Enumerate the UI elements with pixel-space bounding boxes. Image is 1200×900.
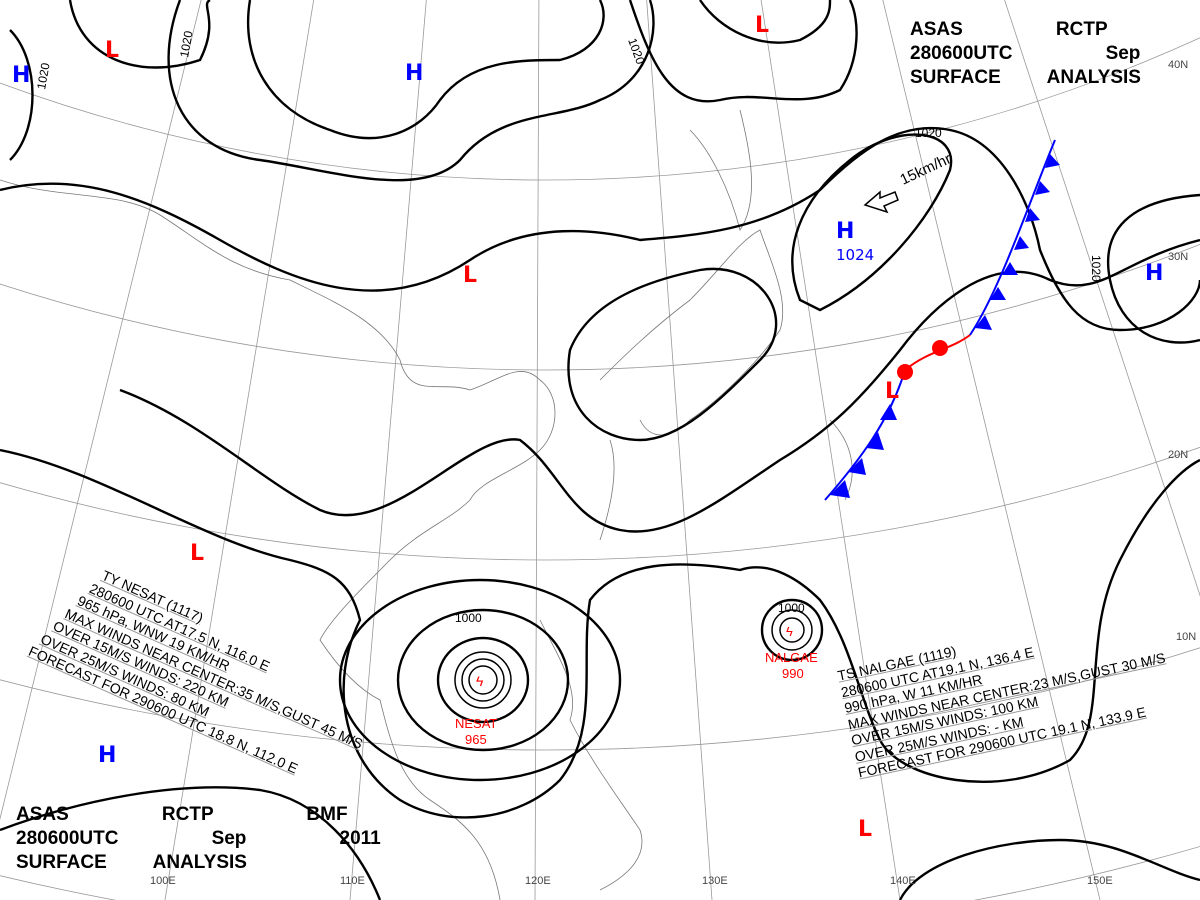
high-center: H (405, 61, 423, 86)
isobar (898, 838, 1200, 900)
longitude-line (1004, 0, 1200, 597)
typhoon-pressure: 965 (465, 732, 487, 747)
header-line: ASAS RCTP BMF (910, 19, 1108, 40)
inner-isobars (454, 609, 813, 709)
sakhalin-coastline (689, 109, 752, 231)
isobar-label: 1020 (915, 126, 942, 140)
isobar (760, 598, 824, 662)
isobar (699, 0, 832, 44)
isobar (167, 0, 655, 182)
lon-label: 120E (525, 875, 551, 887)
header-line: 280600UTC Sep 2011 (910, 43, 1141, 64)
isobar (246, 0, 605, 140)
low-center: L (463, 263, 477, 288)
isobar (9, 29, 34, 161)
isobar (628, 0, 858, 103)
low-center: L (858, 817, 872, 842)
philippines-coastline (539, 619, 643, 891)
grid-labels: 100E 110E 120E 130E 140E 150E 10N 20N 30… (150, 59, 1196, 887)
lon-label: 110E (340, 875, 365, 887)
isobar-label: 1020 (1089, 255, 1103, 282)
high-center: H (836, 219, 854, 244)
arrow-icon (863, 190, 899, 214)
lon-label: 150E (1087, 875, 1113, 887)
header-line: SURFACE ANALYSIS (910, 67, 1141, 88)
motion-arrow: 15km/hr (863, 150, 954, 214)
isobar (567, 267, 778, 442)
footer-line: SURFACE ANALYSIS (16, 852, 247, 873)
lon-label: 140E (890, 875, 916, 887)
isobar (68, 0, 211, 69)
isobar (338, 578, 622, 782)
isobar (1107, 193, 1200, 344)
isobar-label: 1000 (455, 611, 482, 625)
low-center: L (190, 541, 204, 566)
footer-line: 280600UTC Sep 2011 (16, 828, 381, 849)
lat-label: 30N (1168, 251, 1188, 263)
lat-label: 10N (1176, 631, 1196, 643)
cold-front (824, 369, 906, 501)
storm-pressure: 990 (782, 666, 804, 681)
low-center: L (755, 13, 769, 38)
storm-name: NALGAE (765, 650, 818, 665)
isobar (0, 448, 1200, 819)
longitude-line (164, 0, 315, 900)
footer-title: ASAS RCTP BMF 280600UTC Sep 2011 SURFACE A… (16, 803, 381, 875)
taiwan-coastline (599, 439, 615, 541)
coastlines (0, 109, 853, 900)
longitude-line (882, 0, 1101, 900)
pressure-centers: H L H L H 1024 H L L H L L (12, 13, 1163, 842)
isobar (119, 238, 1200, 533)
typhoon-icon: ϟ (476, 673, 484, 689)
high-center: H (12, 63, 30, 88)
longitude-line (760, 0, 901, 900)
korea-japan-coastline (599, 229, 784, 436)
fronts (824, 139, 1060, 501)
isobar (0, 126, 1200, 332)
typhoon-markers: ϟ NESAT 965 ϟ NALGAE 990 (455, 624, 818, 747)
header-title: ASAS RCTP BMF 280600UTC Sep 2011 SURFACE A… (910, 18, 1200, 90)
cold-front (969, 139, 1056, 336)
islands-coastline (829, 419, 853, 501)
isobar (436, 636, 530, 724)
longitude-line (349, 0, 427, 900)
isobar-label: 1020 (177, 29, 195, 58)
typhoon-name: NESAT (455, 716, 497, 731)
low-center: L (105, 38, 119, 63)
isobar (0, 786, 382, 900)
longitude-line (0, 0, 202, 821)
isobar-label: 1000 (778, 601, 805, 615)
high-center: H (98, 743, 116, 768)
high-center-value: 1024 (836, 246, 874, 264)
lat-label: 20N (1168, 449, 1188, 461)
isobar (396, 608, 570, 752)
storm-icon: ϟ (786, 624, 793, 639)
lat-label: 40N (1168, 59, 1188, 71)
lon-label: 130E (702, 875, 728, 887)
longitude-line (534, 0, 540, 900)
isobar-values: 1020 1020 1020 1020 1000 1000 1020 (34, 29, 1103, 625)
isobar-label: 1020 (34, 61, 52, 90)
longitude-line (646, 0, 713, 900)
isobar (791, 133, 953, 312)
high-center: H (1145, 261, 1163, 286)
asia-coastline (0, 179, 556, 900)
low-center: L (885, 379, 899, 404)
footer-line: ASAS RCTP BMF (16, 804, 348, 825)
lon-label: 100E (150, 875, 176, 887)
